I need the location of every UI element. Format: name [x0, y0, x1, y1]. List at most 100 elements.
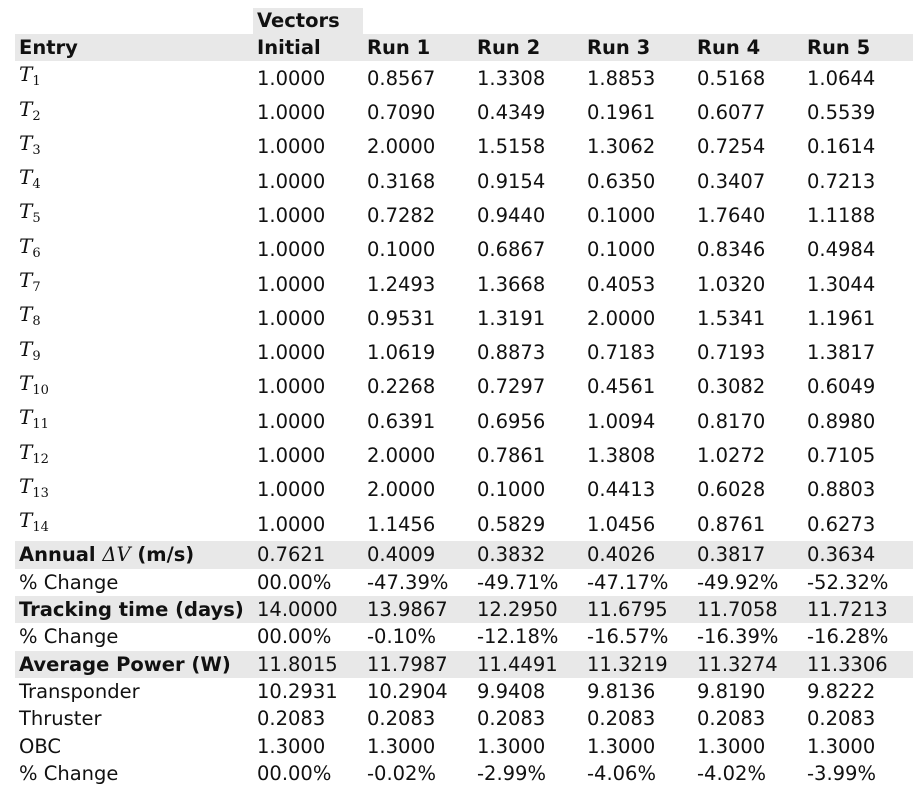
value-cell: 0.2083	[367, 707, 436, 731]
col-header-run-2: Run 2	[473, 34, 583, 62]
value-cell: 0.7861	[477, 444, 546, 468]
value-cell: 12.2950	[473, 596, 583, 624]
value-cell: -0.02%	[367, 761, 436, 785]
table-row: Thruster 0.2083 0.2083 0.2083 0.2083 0.2083 0.…	[15, 705, 913, 732]
value-cell: 9.8190	[697, 679, 766, 703]
value-cell: 1.8853	[587, 66, 656, 90]
row-label: % Change	[19, 761, 119, 785]
table-row: T10 1.0000 0.2268 0.7297 0.4561 0.3082 0.6049	[15, 370, 913, 404]
value-cell: 0.2083	[477, 707, 546, 731]
table-row: T8 1.0000 0.9531 1.3191 2.0000 1.5341 1.1961	[15, 301, 913, 335]
value-cell: 0.8346	[697, 238, 766, 262]
value-cell: 1.0000	[257, 238, 326, 262]
value-cell: 1.3308	[477, 66, 546, 90]
value-cell: 0.4009	[363, 541, 473, 569]
value-cell: 0.6350	[587, 169, 656, 193]
entry-label: T11	[15, 404, 253, 438]
value-cell: -4.02%	[697, 761, 766, 785]
value-cell: 1.0272	[697, 444, 766, 468]
table-row: T7 1.0000 1.2493 1.3668 0.4053 1.0320 1.3044	[15, 267, 913, 301]
value-cell: 0.3082	[697, 375, 766, 399]
value-cell: 0.1000	[477, 478, 546, 502]
value-cell: 0.9154	[477, 169, 546, 193]
value-cell: 1.3668	[477, 272, 546, 296]
value-cell: -47.17%	[587, 570, 669, 594]
entry-label: T13	[15, 473, 253, 507]
row-label: Thruster	[19, 707, 102, 731]
entry-subscript: 7	[32, 280, 41, 296]
value-cell: 0.1614	[807, 135, 876, 159]
value-cell: 0.6273	[807, 512, 876, 536]
value-cell: 0.6391	[367, 409, 436, 433]
entry-label: T6	[15, 233, 253, 267]
table-row: % Change 00.00% -47.39% -49.71% -47.17% -49.9…	[15, 569, 913, 596]
entry-label: T5	[15, 198, 253, 232]
value-cell: 0.4053	[587, 272, 656, 296]
value-cell: 0.6028	[697, 478, 766, 502]
table-row: Transponder 10.2931 10.2904 9.9408 9.8136 9.8…	[15, 678, 913, 705]
entry-symbol: T	[19, 508, 33, 533]
value-cell: 0.3817	[693, 541, 803, 569]
value-cell: 1.0000	[257, 101, 326, 125]
entry-symbol: T	[19, 96, 33, 121]
table-row: % Change 00.00% -0.02% -2.99% -4.06% -4.02% -3…	[15, 760, 913, 787]
value-cell: 0.2083	[257, 707, 326, 731]
value-cell: 9.9408	[477, 679, 546, 703]
value-cell: 1.2493	[367, 272, 436, 296]
value-cell: 0.7282	[367, 203, 436, 227]
table-row: T2 1.0000 0.7090 0.4349 0.1961 0.6077 0.5539	[15, 96, 913, 130]
value-cell: 11.7213	[803, 596, 913, 624]
col-header-run-5: Run 5	[803, 34, 913, 62]
entry-subscript: 9	[32, 348, 41, 364]
entry-label: T9	[15, 336, 253, 370]
entry-subscript: 13	[32, 485, 49, 501]
value-cell: 1.0094	[587, 409, 656, 433]
entry-subscript: 1	[32, 74, 41, 90]
group-header-row: Vectors	[15, 8, 913, 34]
value-cell: -2.99%	[477, 761, 546, 785]
value-cell: 1.0320	[697, 272, 766, 296]
value-cell: 11.4491	[473, 650, 583, 678]
value-cell: 11.7058	[693, 596, 803, 624]
table-row: T3 1.0000 2.0000 1.5158 1.3062 0.7254 0.1614	[15, 130, 913, 164]
value-cell: 0.1961	[587, 101, 656, 125]
value-cell: 10.2904	[367, 679, 448, 703]
entry-subscript: 14	[32, 520, 49, 536]
col-header-run-1: Run 1	[363, 34, 473, 62]
entry-symbol: T	[19, 268, 33, 293]
entry-subscript: 2	[32, 108, 41, 124]
value-cell: 0.1000	[587, 203, 656, 227]
value-cell: 0.7213	[807, 169, 876, 193]
value-cell: 0.8761	[697, 512, 766, 536]
entry-symbol: T	[19, 165, 33, 190]
entry-subscript: 3	[32, 142, 41, 158]
value-cell: 1.3000	[257, 734, 326, 758]
entry-label: T12	[15, 439, 253, 473]
value-cell: 1.1961	[807, 306, 876, 330]
value-cell: 1.0000	[257, 478, 326, 502]
value-cell: 0.7193	[697, 341, 766, 365]
value-cell: 0.4561	[587, 375, 656, 399]
value-cell: 1.3817	[807, 341, 876, 365]
value-cell: -49.92%	[697, 570, 779, 594]
entry-subscript: 10	[32, 382, 49, 398]
value-cell: -12.18%	[477, 625, 559, 649]
value-cell: -52.32%	[807, 570, 889, 594]
value-cell: 1.0000	[257, 203, 326, 227]
value-cell: 1.0619	[367, 341, 436, 365]
value-cell: 0.7297	[477, 375, 546, 399]
value-cell: 2.0000	[367, 444, 436, 468]
entry-subscript: 12	[32, 451, 49, 467]
vectors-group-label: Vectors	[253, 8, 363, 34]
entry-symbol: T	[19, 336, 33, 361]
annual-delta-v-label: Annual ΔV (m/s)	[15, 541, 253, 569]
value-cell: 0.3634	[803, 541, 913, 569]
entry-label: T4	[15, 164, 253, 198]
value-cell: 1.3000	[367, 734, 436, 758]
value-cell: 11.7987	[363, 650, 473, 678]
value-cell: 1.1188	[807, 203, 876, 227]
value-cell: 1.5158	[477, 135, 546, 159]
value-cell: 1.0000	[257, 169, 326, 193]
row-label: OBC	[19, 734, 61, 758]
value-cell: 1.3000	[807, 734, 876, 758]
